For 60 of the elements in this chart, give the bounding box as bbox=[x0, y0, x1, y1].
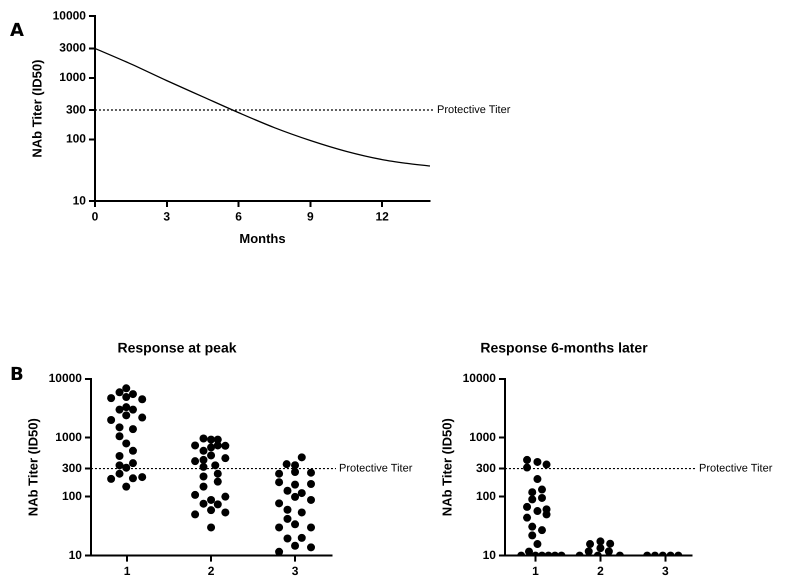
point bbox=[586, 540, 594, 548]
point bbox=[523, 464, 532, 472]
point bbox=[542, 460, 551, 469]
y-tick-label: 3000 bbox=[59, 40, 86, 55]
point bbox=[606, 540, 614, 548]
ref-line-label: Protective Titer bbox=[339, 462, 413, 475]
y-tick-label: 1000 bbox=[55, 430, 82, 444]
y-tick-label: 10 bbox=[68, 548, 82, 562]
y-tick-label: 300 bbox=[476, 460, 496, 475]
y-tick-label: 10 bbox=[482, 548, 496, 562]
ref-line-label: Protective Titer bbox=[437, 104, 511, 116]
y-axis-title: NAb Titer (ID50) bbox=[25, 418, 40, 516]
y-tick-label: 10 bbox=[72, 193, 86, 208]
x-tick-label: 9 bbox=[307, 210, 314, 224]
point bbox=[538, 494, 546, 502]
point bbox=[604, 547, 613, 556]
x-tick-label: 2 bbox=[597, 564, 604, 578]
text: B bbox=[10, 364, 24, 385]
y-tick-label: 300 bbox=[66, 102, 86, 116]
point bbox=[596, 544, 604, 552]
x-axis-title: Months bbox=[239, 230, 286, 246]
y-tick-label: 10000 bbox=[462, 371, 496, 386]
y-tick-label: 300 bbox=[62, 460, 82, 475]
point bbox=[523, 514, 532, 522]
y-axis-title: NAb Titer (ID50) bbox=[439, 418, 454, 516]
point bbox=[523, 502, 532, 511]
text: A bbox=[10, 20, 24, 41]
x-tick-label: 3 bbox=[292, 564, 299, 578]
y-tick-label: 1000 bbox=[59, 70, 86, 84]
point bbox=[596, 537, 604, 546]
y-tick-label: 100 bbox=[476, 488, 496, 503]
point bbox=[528, 522, 536, 531]
y-tick-label: 100 bbox=[62, 488, 82, 503]
x-tick-label: 0 bbox=[92, 210, 99, 224]
chart-title: Response 6-months later bbox=[480, 339, 648, 356]
x-tick-label: 3 bbox=[662, 564, 670, 578]
point bbox=[528, 488, 536, 496]
point bbox=[584, 547, 593, 556]
chart-title: Response at peak bbox=[117, 339, 237, 356]
x-tick-label: 12 bbox=[375, 210, 390, 224]
y-tick-label: 1000 bbox=[469, 430, 496, 444]
y-tick-label: 10000 bbox=[52, 8, 86, 23]
point bbox=[528, 531, 536, 540]
x-tick-label: 1 bbox=[532, 564, 540, 578]
ref-line-label: Protective Titer bbox=[699, 462, 773, 475]
x-tick-label: 2 bbox=[208, 564, 215, 578]
x-tick-label: 3 bbox=[163, 210, 170, 224]
point bbox=[533, 475, 542, 484]
y-axis-title: NAb Titer (ID50) bbox=[29, 60, 44, 158]
x-tick-label: 1 bbox=[124, 564, 131, 578]
point bbox=[528, 495, 536, 504]
point bbox=[533, 540, 542, 548]
point bbox=[533, 458, 542, 466]
point bbox=[533, 507, 542, 516]
x-tick-label: 6 bbox=[235, 210, 242, 224]
point bbox=[523, 456, 532, 464]
y-tick-label: 100 bbox=[66, 132, 86, 146]
point bbox=[538, 486, 546, 494]
point bbox=[538, 526, 546, 534]
y-tick-label: 10000 bbox=[48, 371, 82, 386]
